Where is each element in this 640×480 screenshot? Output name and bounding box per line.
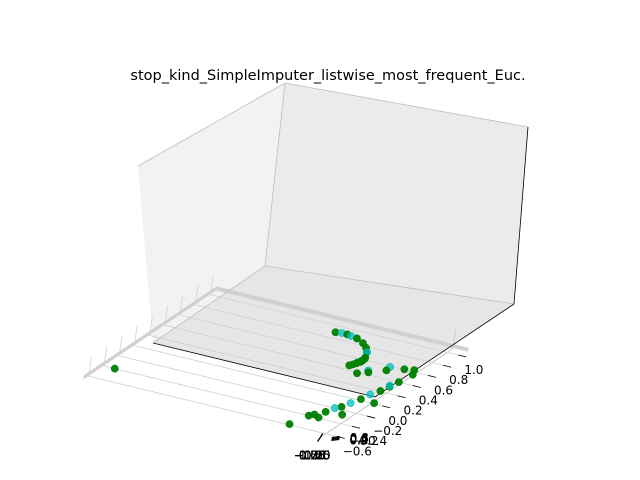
y-tick-label: 0.2: [404, 404, 423, 418]
data-point-series-b: [385, 381, 394, 390]
data-point-series-a: [314, 413, 323, 422]
x-tick: [317, 433, 324, 442]
grid-line-y-floor: [149, 335, 402, 398]
x-tick-label: −0.50: [294, 448, 331, 462]
grid-line-z-right: [215, 289, 469, 352]
grid-line-y-floor: [195, 304, 448, 367]
data-point-series-a: [394, 378, 403, 387]
data-point-series-a: [400, 365, 409, 374]
data-point-series-a: [408, 370, 417, 379]
y-tick-label: 0.4: [419, 394, 438, 408]
y-tick: [351, 425, 361, 429]
y-tick-label: 0.8: [449, 373, 468, 387]
z-axis-line: [513, 126, 529, 305]
data-points: [110, 328, 419, 428]
z-tick-label: 0.8: [350, 431, 369, 445]
x-tick-label: 0.75: [299, 448, 326, 462]
data-point-series-a: [304, 411, 313, 420]
z-tick: [331, 439, 340, 442]
y-tick: [443, 364, 452, 368]
y-tick-label: 0.0: [388, 414, 407, 428]
data-point-series-a: [321, 407, 330, 416]
x-tick-label: 0.50: [299, 448, 326, 462]
x-tick-label: 0.25: [299, 448, 326, 462]
data-point-series-a: [285, 420, 294, 428]
y-tick-label: −0.2: [373, 424, 402, 438]
x-tick-label: 0.00: [299, 448, 326, 462]
x-axis-line: [152, 342, 376, 398]
data-point-series-a: [376, 387, 385, 395]
grid-line-z-left: [83, 287, 217, 378]
data-point-series-a: [110, 364, 119, 373]
y-tick: [382, 405, 391, 409]
z-tick: [331, 437, 340, 440]
y-tick-label: 0.6: [434, 383, 453, 397]
y-tick: [397, 395, 406, 399]
pane-back-left: [138, 83, 285, 343]
x-tick-label: −1.00: [294, 448, 331, 462]
z-tick-label: −0.2: [349, 434, 378, 448]
grid-line-z-right: [216, 286, 469, 349]
data-point-series-a: [356, 357, 365, 366]
chart-title: stop_kind_SimpleImputer_listwise_most_fr…: [130, 68, 525, 84]
y-tick: [412, 385, 421, 388]
grid-line-y-floor: [134, 345, 387, 408]
grid-line-y-floor: [210, 294, 463, 357]
x-tick-label: −0.75: [294, 448, 331, 462]
z-tick-label: 0.4: [350, 432, 369, 446]
y-tick: [427, 374, 437, 378]
data-point-series-a: [337, 402, 346, 411]
data-point-series-b: [366, 390, 375, 399]
tick-labels: −1.00−0.75−0.50−0.250.000.250.500.751.00…: [294, 363, 484, 462]
y-tick-label: −0.6: [343, 444, 372, 458]
z-tick-label: 0.6: [350, 432, 369, 446]
x-tick-label: 1.00: [299, 448, 326, 462]
grid-line-y-floor: [119, 355, 372, 418]
data-point-series-a: [353, 369, 361, 378]
data-point-series-a: [364, 368, 373, 377]
grid-line-z-right: [216, 289, 469, 352]
z-tick: [331, 436, 340, 438]
data-point-series-a: [357, 395, 365, 404]
grid-line-z-right: [216, 288, 469, 351]
grid-line-y-floor: [88, 375, 341, 438]
z-tick-label: 0.0: [349, 434, 368, 448]
z-tick: [331, 438, 340, 441]
pane-edges: [137, 82, 529, 344]
z-tick: [331, 436, 340, 439]
grid-line-z-left: [83, 289, 217, 380]
data-point-series-b: [346, 399, 355, 408]
tick-marks: [317, 354, 467, 442]
grid-lines: [83, 275, 469, 438]
z-tick: [331, 437, 340, 440]
data-point-series-a: [345, 361, 354, 370]
data-point-series-a: [338, 410, 347, 419]
z-tick-label: 0.2: [349, 433, 368, 447]
grid-line-z-right: [216, 287, 469, 350]
grid-line-y-floor: [164, 324, 417, 387]
x-tick-label: −0.25: [294, 448, 331, 462]
pane-back-right: [265, 83, 528, 304]
data-point-series-a: [382, 366, 391, 375]
grid-line-z-right: [216, 287, 469, 350]
grid-line-z-left: [83, 287, 217, 377]
grid-line-z-left: [83, 286, 217, 376]
grid-line-z-left: [83, 288, 217, 378]
y-tick: [367, 415, 376, 419]
data-point-series-a: [353, 334, 361, 343]
data-point-series-a: [370, 399, 379, 408]
grid-line-z-left: [83, 289, 217, 379]
y-tick: [458, 354, 467, 358]
y-tick-label: 1.0: [464, 363, 483, 377]
data-point-series-b: [330, 404, 339, 412]
y-tick-label: −0.4: [358, 434, 387, 448]
